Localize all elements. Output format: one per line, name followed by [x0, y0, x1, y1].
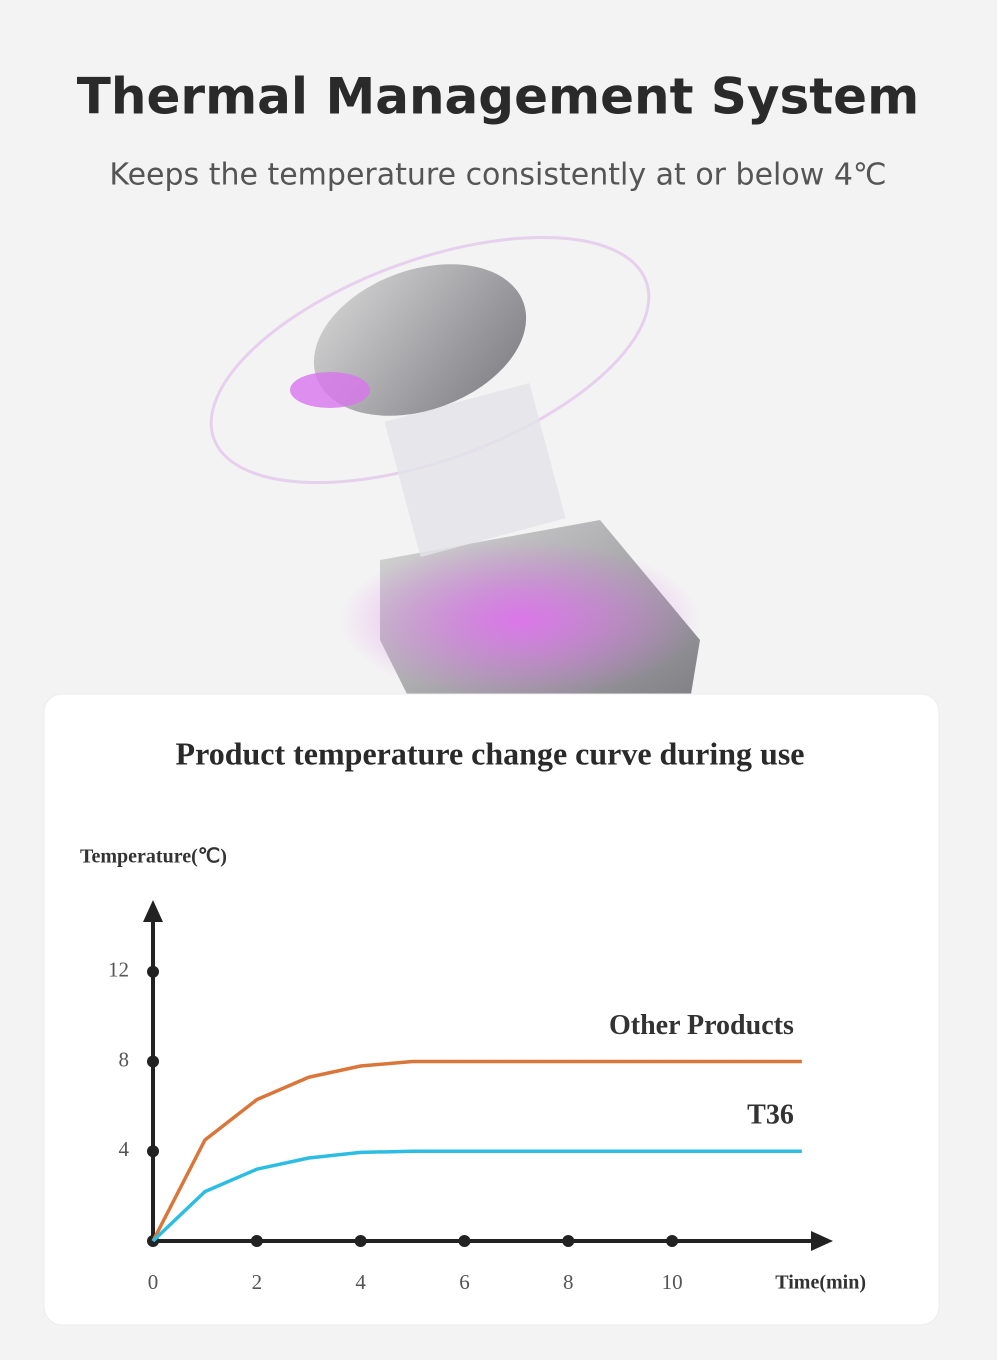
x-tick-mark	[250, 1235, 263, 1247]
x-tick-label: 0	[148, 1270, 159, 1294]
chart-card	[43, 693, 940, 1326]
y-tick-label: 4	[119, 1137, 130, 1161]
y-tick-label: 12	[108, 958, 129, 982]
y-tick-mark	[147, 1055, 159, 1068]
y-axis-label: Temperature(℃)	[80, 846, 227, 868]
series-line	[151, 1059, 802, 1242]
x-tick-label: 8	[563, 1270, 574, 1294]
y-tick-label: 8	[119, 1047, 130, 1071]
x-axis-arrow	[811, 1231, 833, 1251]
x-tick-mark	[562, 1235, 575, 1247]
y-tick-mark	[147, 965, 159, 978]
page-subtitle: Keeps the temperature consistently at or…	[109, 158, 886, 193]
y-axis-arrow	[143, 900, 163, 922]
page-title: Thermal Management System	[77, 68, 919, 126]
series-label: T36	[747, 1100, 794, 1131]
x-tick-label: 10	[662, 1270, 683, 1294]
product-image	[209, 235, 700, 720]
x-tick-label: 6	[459, 1270, 470, 1294]
chart-title: Product temperature change curve during …	[176, 735, 805, 771]
x-tick-mark	[666, 1235, 679, 1247]
x-axis-label: Time(min)	[775, 1272, 866, 1294]
x-tick-mark	[458, 1235, 471, 1247]
x-tick-label: 2	[252, 1270, 263, 1294]
x-tick-label: 4	[355, 1270, 366, 1294]
series-label: Other Products	[609, 1010, 794, 1041]
series-line	[151, 1149, 802, 1243]
x-tick-mark	[354, 1235, 367, 1247]
y-tick-mark	[147, 1145, 159, 1158]
